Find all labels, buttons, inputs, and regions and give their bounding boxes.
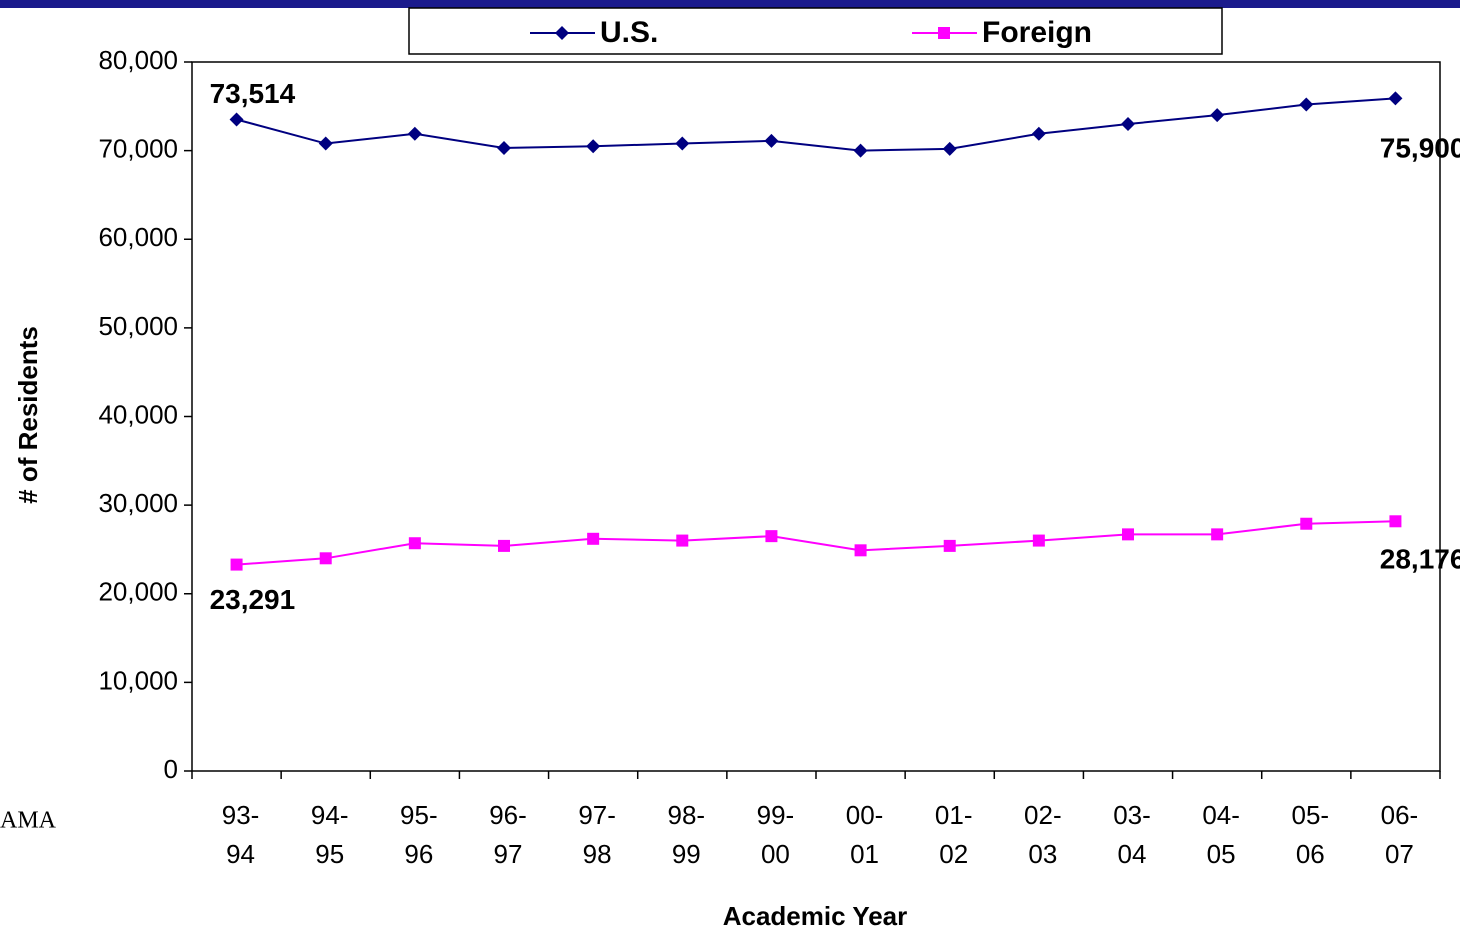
y-tick-label: 50,000 [98,311,178,341]
marker [587,532,600,545]
legend-label: U.S. [600,16,658,49]
marker [1121,117,1135,132]
x-tick-label: 98- 99 [667,800,706,869]
data-label: 23,291 [210,584,296,615]
marker [555,26,569,40]
marker [230,558,243,571]
marker [498,539,510,552]
marker [764,133,779,148]
marker [586,139,601,154]
y-tick-label: 60,000 [98,222,178,252]
y-tick-label: 40,000 [98,399,178,429]
y-tick-label: 0 [164,754,178,784]
x-tick-label: 95- 96 [400,800,438,869]
y-tick-label: 30,000 [98,488,178,518]
data-label: 28,176 [1380,544,1460,575]
marker [854,544,867,557]
data-label: 75,900 [1380,133,1460,164]
marker [942,141,957,156]
marker [318,136,333,151]
x-axis-title: Academic Year [723,901,908,931]
marker [943,539,956,552]
marker [1388,91,1403,106]
x-tick-label: 05- 06 [1291,800,1330,869]
x-tick-label: 94- 95 [310,800,349,869]
y-axis-title: # of Residents [13,326,43,504]
marker [319,552,332,565]
legend-box [408,7,1223,55]
legend-label: Foreign [982,16,1092,49]
x-tick-label: 03- 04 [1113,800,1151,869]
marker [229,112,244,127]
marker [1299,97,1314,112]
plot-frame [191,61,1441,772]
y-tick-label: 80,000 [98,45,178,75]
marker [765,530,778,543]
x-tick-label: 93- 94 [221,800,260,869]
marker [408,537,421,550]
marker [497,140,511,155]
marker [675,136,690,151]
marker [938,27,950,39]
x-tick-label: 99- 00 [756,800,795,869]
y-tick-label: 20,000 [98,577,178,607]
x-tick-label: 97- 98 [578,800,616,869]
marker [853,143,868,158]
marker [1122,528,1134,541]
marker [407,126,422,141]
marker [1300,517,1313,530]
y-tick-label: 70,000 [98,134,178,164]
x-tick-label: 04- 05 [1202,800,1240,869]
footnote: AMA [0,808,57,834]
data-label: 73,514 [210,78,296,109]
marker [1031,126,1046,141]
marker [1032,534,1045,547]
marker [1389,515,1402,528]
x-tick-label: 00- 01 [845,800,884,869]
marker [676,534,689,547]
x-tick-label: 06- 07 [1380,800,1419,869]
top-bar [0,0,1460,8]
x-tick-label: 96- 97 [489,800,527,869]
y-tick-label: 10,000 [98,665,178,695]
x-tick-label: 02- 03 [1024,800,1062,869]
series-line [236,520,1396,566]
marker [1210,108,1225,123]
x-tick-label: 01- 02 [934,800,973,869]
marker [1211,528,1224,541]
series-line [236,97,1396,152]
